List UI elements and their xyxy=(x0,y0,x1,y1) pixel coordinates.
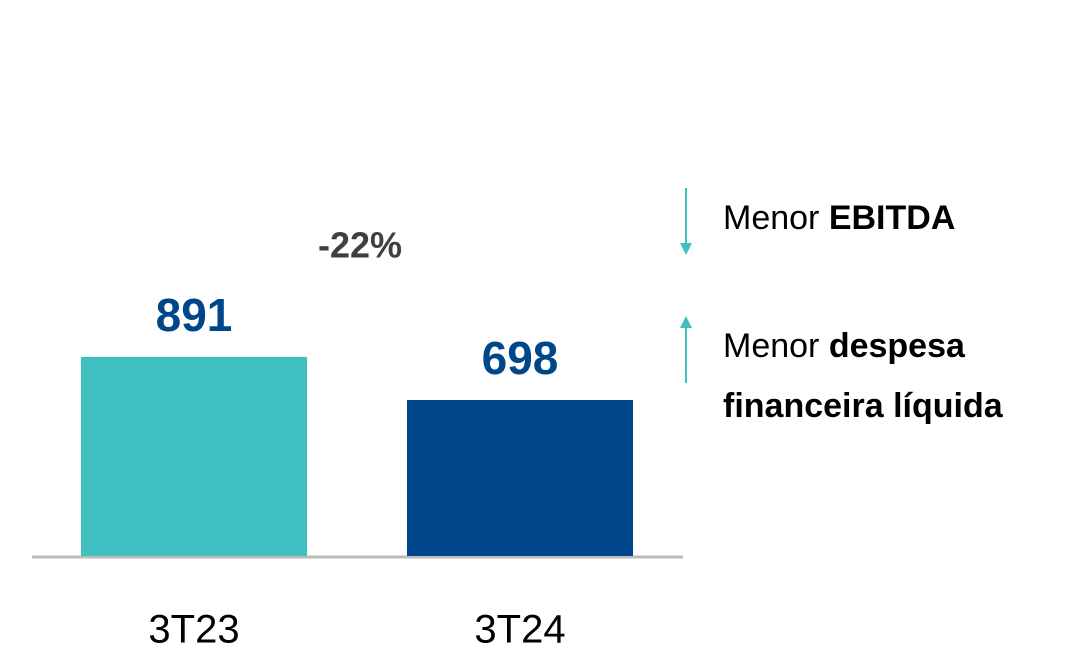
bar xyxy=(407,399,633,556)
change-label: -22% xyxy=(318,225,402,266)
annotation-part: despesa xyxy=(829,327,966,365)
annotation-part: Menor xyxy=(723,327,829,365)
value-label: 698 xyxy=(482,332,559,384)
x-tick-label: 3T23 xyxy=(148,608,239,652)
annotation-text: Menor despesa xyxy=(723,327,966,365)
value-label: 891 xyxy=(156,289,233,341)
bar xyxy=(81,356,307,556)
annotation-part: financeira líquida xyxy=(723,387,1004,425)
annotation-part: Menor xyxy=(723,199,829,237)
annotation-text: Menor EBITDA xyxy=(723,199,955,237)
annotation-part: EBITDA xyxy=(829,199,956,237)
arrow-head xyxy=(680,316,692,328)
arrow-head xyxy=(680,243,692,255)
x-tick-label: 3T24 xyxy=(474,608,565,652)
annotation-text: financeira líquida xyxy=(723,387,1004,425)
